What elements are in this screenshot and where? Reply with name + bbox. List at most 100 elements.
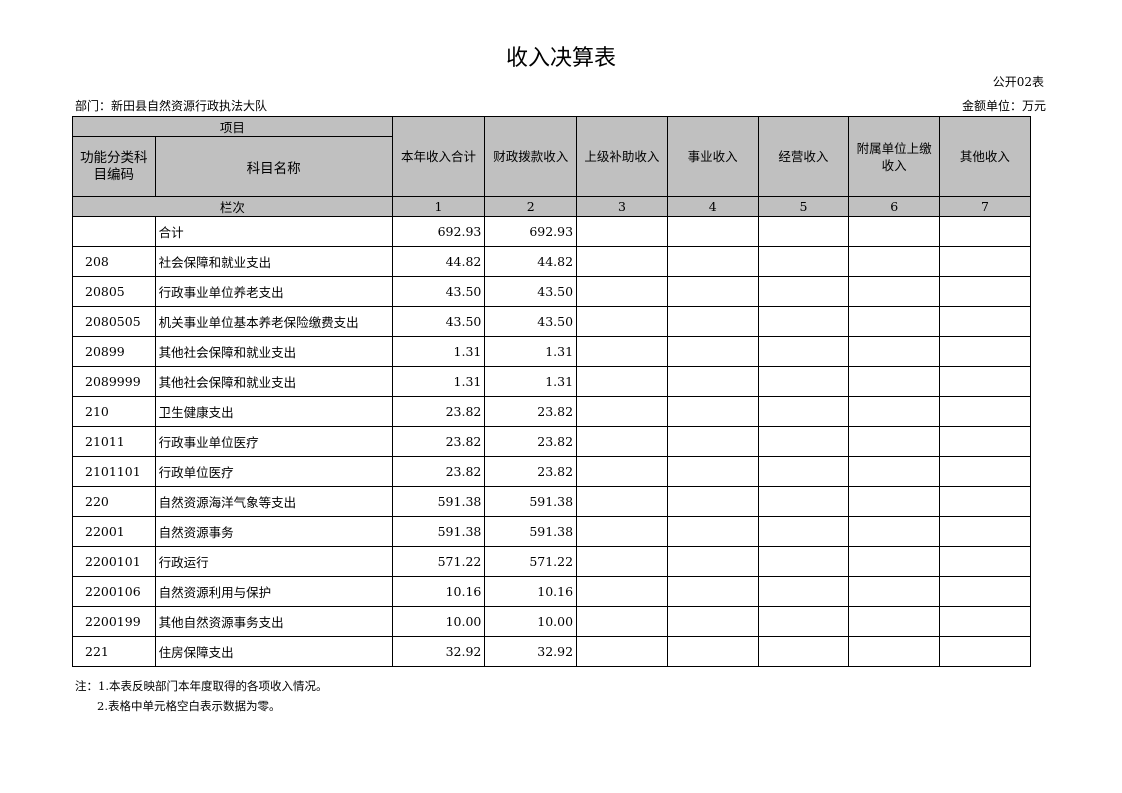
row-total: 43.50 bbox=[391, 276, 486, 307]
row-empty-cell bbox=[576, 516, 668, 547]
row-name: 住房保障支出 bbox=[154, 636, 393, 667]
row-total: 591.38 bbox=[391, 486, 486, 517]
table-row: 合计 692.93 692.93 bbox=[72, 216, 1122, 247]
row-empty-cell bbox=[576, 606, 668, 637]
row-fiscal: 32.92 bbox=[484, 636, 578, 667]
header-row-label: 栏次 bbox=[72, 196, 393, 217]
row-code: 20805 bbox=[72, 276, 156, 307]
row-total: 591.38 bbox=[391, 516, 486, 547]
row-code: 2200106 bbox=[72, 576, 156, 607]
row-empty-cell bbox=[666, 516, 759, 547]
row-fiscal: 43.50 bbox=[484, 276, 578, 307]
row-empty-cell bbox=[848, 396, 941, 427]
row-empty-cell bbox=[757, 456, 850, 487]
header-col-5: 经营收入 bbox=[757, 116, 850, 197]
row-empty-cell bbox=[666, 606, 759, 637]
row-empty-cell bbox=[939, 216, 1031, 247]
row-fiscal: 571.22 bbox=[484, 546, 578, 577]
table-row: 210 卫生健康支出 23.82 23.82 bbox=[72, 396, 1122, 427]
row-fiscal: 23.82 bbox=[484, 426, 578, 457]
column-number: 6 bbox=[848, 196, 941, 217]
row-empty-cell bbox=[666, 246, 759, 277]
row-code: 210 bbox=[72, 396, 156, 427]
header-col-1: 本年收入合计 bbox=[391, 116, 486, 197]
row-empty-cell bbox=[666, 396, 759, 427]
note-1: 注：1.本表反映部门本年度取得的各项收入情况。 bbox=[75, 679, 328, 693]
row-empty-cell bbox=[666, 306, 759, 337]
row-empty-cell bbox=[939, 366, 1031, 397]
row-empty-cell bbox=[576, 456, 668, 487]
row-empty-cell bbox=[666, 636, 759, 667]
row-total: 1.31 bbox=[391, 366, 486, 397]
row-empty-cell bbox=[576, 246, 668, 277]
table-row: 2101101 行政单位医疗 23.82 23.82 bbox=[72, 456, 1122, 487]
row-total: 571.22 bbox=[391, 546, 486, 577]
row-empty-cell bbox=[666, 366, 759, 397]
row-fiscal: 44.82 bbox=[484, 246, 578, 277]
row-name: 自然资源利用与保护 bbox=[154, 576, 393, 607]
column-number: 5 bbox=[757, 196, 850, 217]
row-empty-cell bbox=[666, 576, 759, 607]
table-row: 208 社会保障和就业支出 44.82 44.82 bbox=[72, 246, 1122, 277]
table-row: 220 自然资源海洋气象等支出 591.38 591.38 bbox=[72, 486, 1122, 517]
table-row: 21011 行政事业单位医疗 23.82 23.82 bbox=[72, 426, 1122, 457]
row-empty-cell bbox=[757, 606, 850, 637]
row-empty-cell bbox=[757, 306, 850, 337]
row-code: 20899 bbox=[72, 336, 156, 367]
row-total: 23.82 bbox=[391, 426, 486, 457]
row-empty-cell bbox=[939, 456, 1031, 487]
row-empty-cell bbox=[666, 486, 759, 517]
row-empty-cell bbox=[939, 426, 1031, 457]
row-empty-cell bbox=[848, 486, 941, 517]
column-number: 7 bbox=[939, 196, 1031, 217]
row-empty-cell bbox=[757, 216, 850, 247]
row-code: 21011 bbox=[72, 426, 156, 457]
row-code: 208 bbox=[72, 246, 156, 277]
row-fiscal: 23.82 bbox=[484, 396, 578, 427]
row-code: 2101101 bbox=[72, 456, 156, 487]
table-row: 2200101 行政运行 571.22 571.22 bbox=[72, 546, 1122, 577]
row-name: 其他社会保障和就业支出 bbox=[154, 336, 393, 367]
row-empty-cell bbox=[939, 636, 1031, 667]
table-row: 2200199 其他自然资源事务支出 10.00 10.00 bbox=[72, 606, 1122, 637]
row-empty-cell bbox=[848, 516, 941, 547]
row-empty-cell bbox=[848, 306, 941, 337]
department-label: 部门：新田县自然资源行政执法大队 bbox=[75, 99, 268, 113]
row-total: 10.16 bbox=[391, 576, 486, 607]
row-total: 23.82 bbox=[391, 456, 486, 487]
row-empty-cell bbox=[848, 336, 941, 367]
row-code: 2089999 bbox=[72, 366, 156, 397]
row-fiscal: 43.50 bbox=[484, 306, 578, 337]
row-code bbox=[72, 216, 156, 247]
row-empty-cell bbox=[666, 426, 759, 457]
table-row: 2080505 机关事业单位基本养老保险缴费支出 43.50 43.50 bbox=[72, 306, 1122, 337]
row-empty-cell bbox=[666, 216, 759, 247]
row-empty-cell bbox=[848, 546, 941, 577]
row-empty-cell bbox=[848, 426, 941, 457]
row-empty-cell bbox=[576, 426, 668, 457]
row-empty-cell bbox=[848, 216, 941, 247]
row-empty-cell bbox=[939, 606, 1031, 637]
table-row: 2200106 自然资源利用与保护 10.16 10.16 bbox=[72, 576, 1122, 607]
row-empty-cell bbox=[576, 306, 668, 337]
row-empty-cell bbox=[939, 276, 1031, 307]
row-empty-cell bbox=[757, 546, 850, 577]
row-empty-cell bbox=[666, 336, 759, 367]
row-empty-cell bbox=[848, 606, 941, 637]
column-number: 3 bbox=[576, 196, 668, 217]
row-fiscal: 692.93 bbox=[484, 216, 578, 247]
row-code: 2200199 bbox=[72, 606, 156, 637]
table-row: 20899 其他社会保障和就业支出 1.31 1.31 bbox=[72, 336, 1122, 367]
row-name: 自然资源海洋气象等支出 bbox=[154, 486, 393, 517]
row-empty-cell bbox=[576, 576, 668, 607]
row-empty-cell bbox=[757, 426, 850, 457]
header-col-6: 附属单位上缴收入 bbox=[848, 116, 941, 197]
column-number: 4 bbox=[666, 196, 759, 217]
table-row: 20805 行政事业单位养老支出 43.50 43.50 bbox=[72, 276, 1122, 307]
row-total: 44.82 bbox=[391, 246, 486, 277]
row-fiscal: 591.38 bbox=[484, 486, 578, 517]
row-empty-cell bbox=[939, 306, 1031, 337]
row-empty-cell bbox=[666, 546, 759, 577]
row-code: 220 bbox=[72, 486, 156, 517]
row-empty-cell bbox=[757, 366, 850, 397]
